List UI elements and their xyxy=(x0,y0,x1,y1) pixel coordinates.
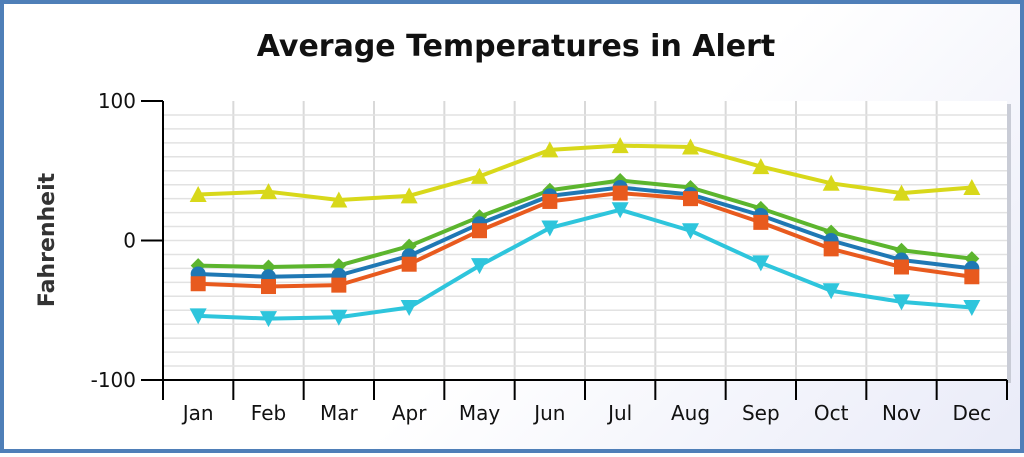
data-point xyxy=(894,259,909,275)
series-line xyxy=(198,178,973,270)
series-4 xyxy=(190,185,980,295)
x-tick-label: Feb xyxy=(251,401,286,425)
data-point xyxy=(893,294,910,311)
series-5 xyxy=(189,202,981,328)
series-line xyxy=(198,143,972,203)
data-point xyxy=(823,241,839,257)
chart: Average Temperatures in Alert Fahrenheit… xyxy=(35,29,1011,425)
data-point xyxy=(611,137,629,154)
data-point xyxy=(822,174,840,191)
x-tick-label: May xyxy=(459,401,501,425)
data-point xyxy=(964,251,980,267)
data-point xyxy=(260,183,277,200)
x-tick-label: Sep xyxy=(742,401,780,425)
data-point xyxy=(612,185,628,201)
x-tick-label: Jul xyxy=(606,401,632,425)
data-point xyxy=(400,299,418,316)
data-point xyxy=(964,269,980,285)
chart-title: Average Temperatures in Alert xyxy=(257,29,776,64)
plot-area: 100 0 -100 Jan Feb Mar Apr May Jun Jul Aug Sep Oct No… xyxy=(91,89,1011,425)
data-point xyxy=(682,223,699,240)
data-point xyxy=(330,191,348,208)
data-point xyxy=(261,279,276,295)
y-axis-label: Fahrenheit xyxy=(35,172,60,307)
data-point xyxy=(541,141,559,158)
x-tick-label: Mar xyxy=(320,401,359,425)
grid xyxy=(163,101,1007,380)
data-point xyxy=(471,167,488,184)
data-point xyxy=(822,283,840,300)
x-tick-label: Jun xyxy=(532,401,565,425)
series-line xyxy=(198,207,972,321)
data-point xyxy=(331,277,347,293)
data-point xyxy=(893,184,910,201)
y-tick-label: 100 xyxy=(98,89,136,113)
data-point xyxy=(611,202,629,219)
data-point xyxy=(963,178,981,195)
x-tick-label: Aug xyxy=(671,401,710,425)
series-line xyxy=(198,191,973,289)
data-point xyxy=(471,258,488,275)
data-point xyxy=(190,276,206,292)
data-point xyxy=(682,138,699,155)
data-point xyxy=(189,185,207,202)
x-tick-label: Apr xyxy=(392,401,427,425)
series-line xyxy=(198,185,973,279)
plot-shadow xyxy=(1007,104,1011,383)
data-point xyxy=(472,223,487,239)
data-point xyxy=(401,256,417,272)
x-tick-label: Dec xyxy=(952,401,991,425)
data-point xyxy=(963,299,981,316)
data-point xyxy=(260,311,277,328)
data-point xyxy=(542,193,558,209)
x-tick-label: Oct xyxy=(814,401,849,425)
y-tick-label: 0 xyxy=(123,229,136,253)
x-tick-label: Jan xyxy=(181,401,214,425)
data-point xyxy=(683,191,698,207)
data-point xyxy=(894,242,909,258)
data-point xyxy=(189,308,207,325)
data-point xyxy=(752,255,770,272)
data-point xyxy=(400,187,418,204)
x-tick-label: Nov xyxy=(882,401,921,425)
series-1 xyxy=(189,137,981,208)
data-point xyxy=(752,158,770,175)
data-point xyxy=(753,214,769,230)
data-point xyxy=(541,220,559,237)
y-tick-label: -100 xyxy=(91,368,136,392)
data-point xyxy=(330,309,348,326)
